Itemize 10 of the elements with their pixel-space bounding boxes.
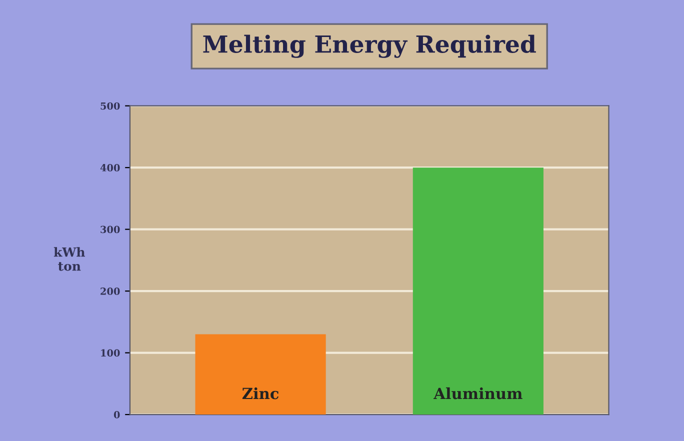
x-tick-label: Zinc xyxy=(242,387,279,400)
y-tick-label: 200 xyxy=(100,288,120,295)
y-tick-label: 500 xyxy=(100,102,120,110)
chart-title: Melting Energy Required xyxy=(203,34,536,58)
y-tick-label: 400 xyxy=(100,164,120,172)
y-tick-label: 300 xyxy=(100,226,120,234)
y-axis-title: kWh ton xyxy=(54,247,85,271)
x-tick-label: Aluminum xyxy=(434,387,522,400)
y-tick-label: 100 xyxy=(101,349,120,357)
y-tick-label: 0 xyxy=(114,411,120,418)
